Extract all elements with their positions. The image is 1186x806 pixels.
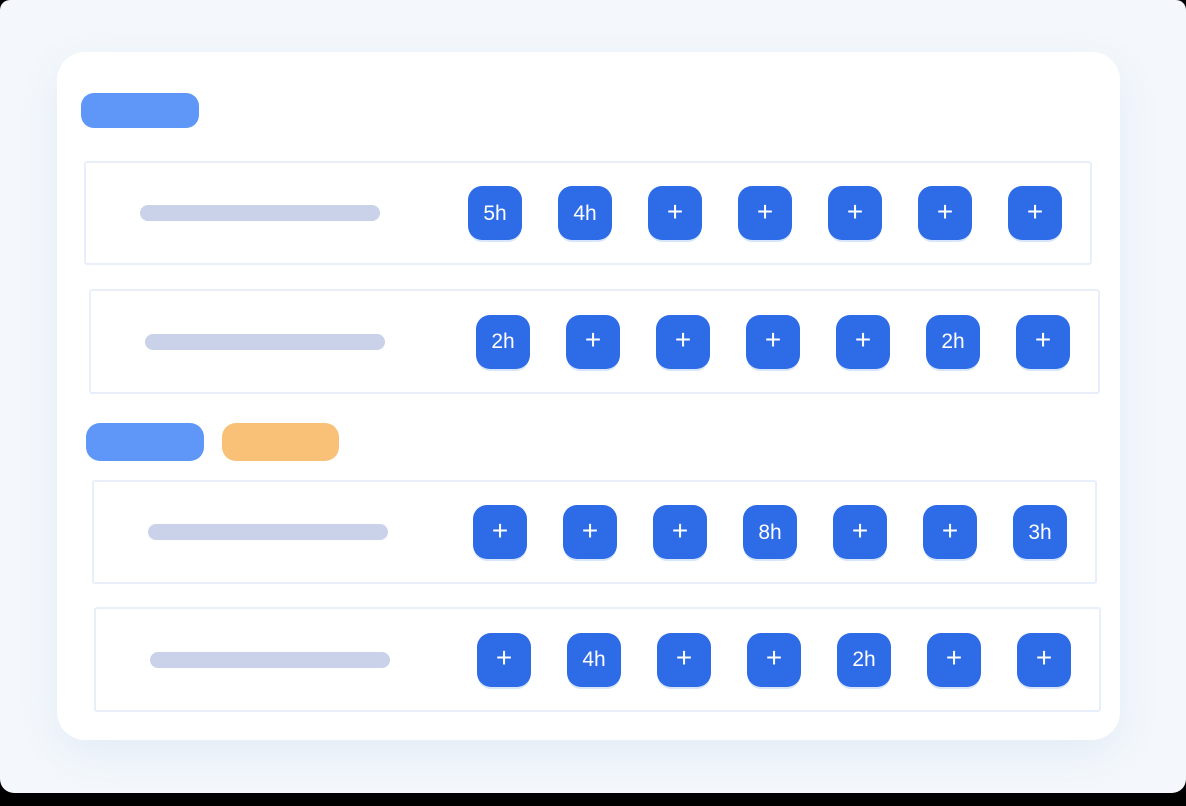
time-cell-button[interactable]: + — [1016, 314, 1070, 369]
time-cell-button[interactable]: + — [473, 505, 527, 559]
time-cell-button[interactable]: + — [918, 186, 972, 240]
time-cell-button[interactable]: + — [1017, 632, 1071, 687]
time-cell-button[interactable]: + — [563, 505, 617, 559]
row-label-placeholder — [150, 651, 390, 668]
time-cell-button[interactable]: 2h — [926, 314, 980, 369]
section-2-pill-orange — [222, 423, 339, 461]
schedule-row: 2h + + + + 2h + — [89, 289, 1100, 394]
time-cell-button[interactable]: + — [738, 186, 792, 240]
time-cell-button[interactable]: 3h — [1013, 505, 1067, 559]
time-cell-button[interactable]: 5h — [468, 186, 522, 240]
time-cell-button[interactable]: + — [648, 186, 702, 240]
time-cell-button[interactable]: + — [477, 632, 531, 687]
time-cell-button[interactable]: 4h — [567, 632, 621, 687]
time-cell-button[interactable]: + — [656, 314, 710, 369]
schedule-row: + 4h + + 2h + + — [94, 607, 1101, 712]
section-1-title-pill — [81, 93, 199, 128]
time-cell-button[interactable]: + — [653, 505, 707, 559]
hour-cells: 2h + + + + 2h + — [476, 314, 1070, 369]
hour-cells: 5h 4h + + + + + — [468, 186, 1062, 240]
hour-cells: + + + 8h + + 3h — [473, 505, 1067, 559]
row-label-placeholder — [140, 205, 380, 221]
time-cell-button[interactable]: + — [836, 314, 890, 369]
time-cell-button[interactable]: + — [833, 505, 887, 559]
time-cell-button[interactable]: 2h — [476, 314, 530, 369]
row-label-placeholder — [145, 333, 385, 350]
schedule-row: + + + 8h + + 3h — [92, 480, 1097, 584]
time-cell-button[interactable]: + — [1008, 186, 1062, 240]
time-cell-button[interactable]: + — [566, 314, 620, 369]
section-2-pill-blue — [86, 423, 204, 461]
time-cell-button[interactable]: + — [927, 632, 981, 687]
time-cell-button[interactable]: + — [746, 314, 800, 369]
time-cell-button[interactable]: + — [828, 186, 882, 240]
time-cell-button[interactable]: 2h — [837, 632, 891, 687]
time-cell-button[interactable]: + — [657, 632, 711, 687]
time-cell-button[interactable]: + — [747, 632, 801, 687]
time-cell-button[interactable]: 4h — [558, 186, 612, 240]
section-2-header-pills — [86, 423, 339, 461]
timesheet-card: 5h 4h + + + + + 2h + + + + 2h + — [57, 52, 1120, 740]
row-label-placeholder — [148, 524, 388, 540]
time-cell-button[interactable]: 8h — [743, 505, 797, 559]
hour-cells: + 4h + + 2h + + — [477, 632, 1071, 687]
schedule-row: 5h 4h + + + + + — [84, 161, 1092, 265]
time-cell-button[interactable]: + — [923, 505, 977, 559]
